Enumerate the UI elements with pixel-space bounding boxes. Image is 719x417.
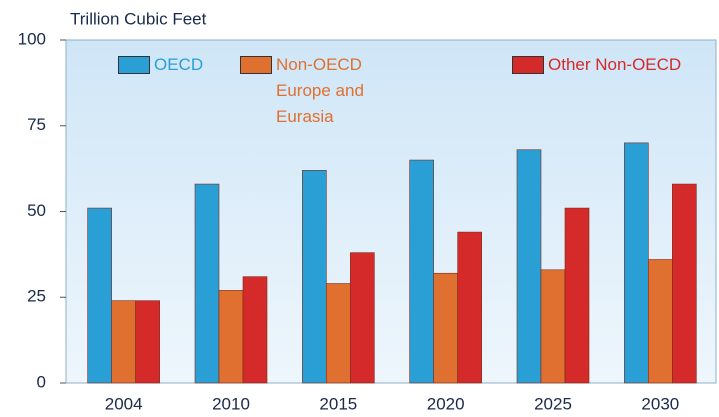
bar <box>648 260 672 383</box>
bar <box>136 301 160 383</box>
plot-area <box>66 40 716 383</box>
bar <box>195 184 219 383</box>
bar <box>302 170 326 383</box>
y-tick-label: 0 <box>37 372 46 391</box>
bar <box>219 290 243 383</box>
chart: Trillion Cubic Feet 0 25 50 75 100 2004 2010 20… <box>0 0 719 417</box>
y-tick-label: 75 <box>27 115 46 134</box>
legend-item: Other Non-OECD <box>512 52 688 78</box>
bar <box>541 270 565 383</box>
bar <box>517 150 541 383</box>
legend-label: Other Non-OECD <box>548 52 688 78</box>
legend-swatch <box>118 56 150 74</box>
x-tick-label: 2020 <box>427 394 465 413</box>
legend-label: OECD <box>154 52 234 78</box>
y-tick-label: 25 <box>27 287 46 306</box>
bar <box>88 208 112 383</box>
legend-swatch <box>240 56 272 74</box>
bar <box>458 232 482 383</box>
bar <box>624 143 648 383</box>
legend-label: Non-OECD Europe and Eurasia <box>276 52 381 130</box>
x-tick-label: 2025 <box>534 394 572 413</box>
legend-item: OECD <box>118 52 234 78</box>
bar <box>112 301 136 383</box>
x-tick-label: 2015 <box>319 394 357 413</box>
y-axis-label: Trillion Cubic Feet <box>70 9 207 28</box>
legend-swatch <box>512 56 544 74</box>
x-tick-label: 2010 <box>212 394 250 413</box>
bar <box>350 253 374 383</box>
bar <box>434 273 458 383</box>
bar <box>243 277 267 383</box>
y-tick-label: 50 <box>27 201 46 220</box>
x-tick-label: 2030 <box>641 394 679 413</box>
legend-item: Non-OECD Europe and Eurasia <box>240 52 381 130</box>
bar <box>672 184 696 383</box>
x-tick-label: 2004 <box>105 394 143 413</box>
bar <box>565 208 589 383</box>
bar <box>326 284 350 383</box>
bar <box>410 160 434 383</box>
y-tick-label: 100 <box>18 29 46 48</box>
